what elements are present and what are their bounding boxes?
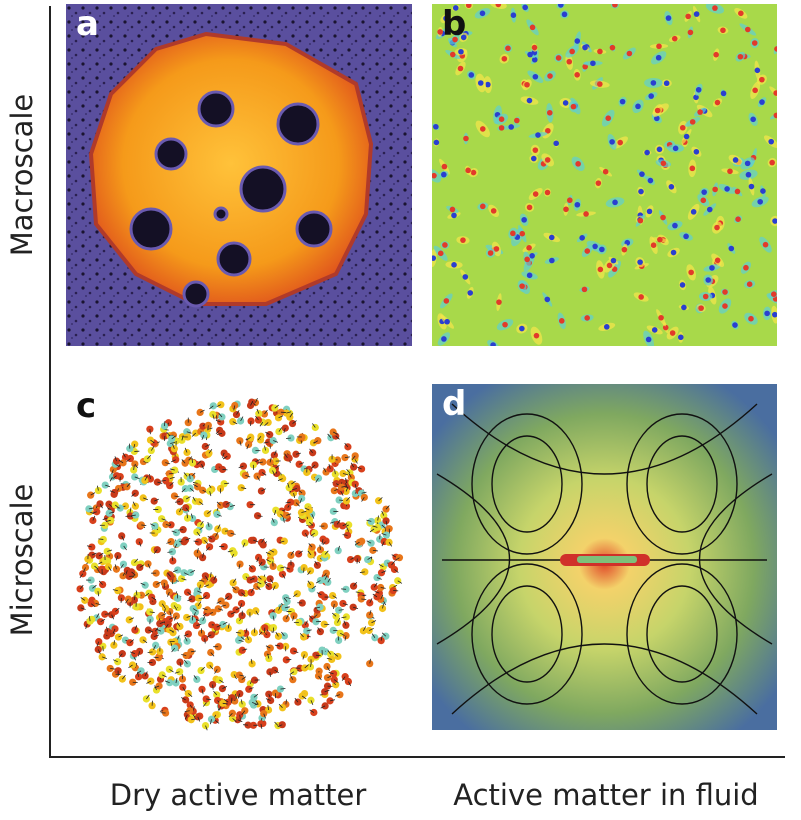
panel-letter-a: a <box>76 4 99 44</box>
column-label-dry: Dry active matter <box>109 778 367 812</box>
panel-a-image <box>66 4 412 346</box>
panel-b: b <box>432 4 777 346</box>
panel-letter-b: b <box>442 4 467 44</box>
panel-d: d <box>432 384 777 730</box>
vertical-axis <box>49 6 51 758</box>
row-label-microscale: Microscale <box>5 483 39 637</box>
panel-d-image <box>432 384 777 730</box>
panel-letter-c: c <box>76 386 97 426</box>
panel-a: a <box>66 4 412 346</box>
panel-c-image <box>66 386 412 736</box>
column-label-fluid: Active matter in fluid <box>453 778 759 812</box>
panel-c: c <box>66 386 412 736</box>
panel-letter-d: d <box>442 384 467 424</box>
horizontal-axis <box>49 756 785 758</box>
panel-b-image <box>432 4 777 346</box>
row-label-macroscale: Macroscale <box>5 93 39 257</box>
